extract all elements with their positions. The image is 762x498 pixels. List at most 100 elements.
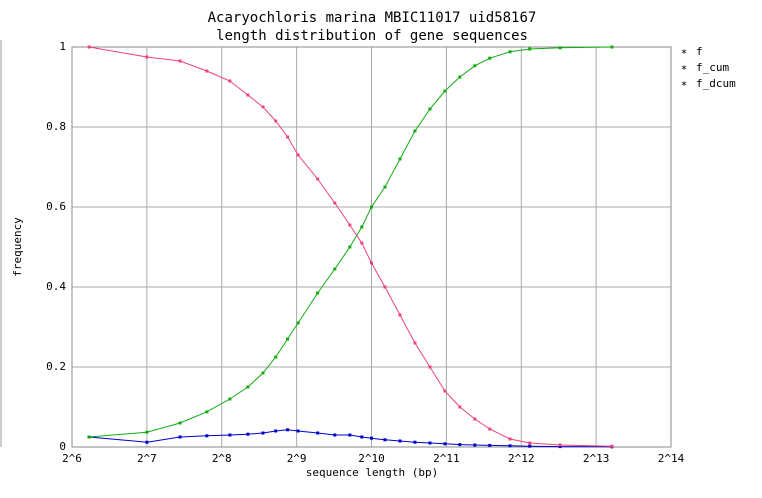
data-point [296,429,300,433]
data-point [443,89,447,93]
data-point [348,223,352,227]
data-point [228,79,232,83]
data-point [508,50,512,54]
y-tick-label: 0.4 [46,280,66,293]
data-point [348,433,352,437]
data-point [370,261,373,265]
data-point [528,47,532,51]
data-point [360,435,364,439]
data-point [458,405,462,409]
series-line [89,46,612,438]
y-tick-label: 0.6 [46,200,66,213]
data-point [274,429,278,433]
x-tick-label: 2^10 [358,452,385,465]
data-point [370,205,373,209]
data-point [145,440,149,444]
data-point [443,389,447,393]
data-point [428,365,432,369]
data-point [383,185,387,189]
legend-marker: ∗ [681,45,688,58]
data-point [261,431,265,435]
data-point [246,93,250,97]
data-point [558,46,562,50]
data-point [443,442,447,446]
data-point [316,177,320,181]
data-point [228,433,232,437]
data-point [610,45,614,49]
data-point [286,428,290,432]
data-point [274,355,278,359]
chart-title: Acaryochloris marina MBIC11017 uid58167 [208,10,537,26]
series-line [89,429,612,448]
data-point [87,435,91,439]
plot-frame [71,46,672,448]
data-point [261,105,265,109]
data-point [488,56,492,60]
data-point [205,434,209,438]
data-point [286,337,290,341]
data-point [286,135,290,139]
x-tick-label: 2^11 [433,452,460,465]
data-point [398,313,402,317]
data-point [488,443,492,447]
data-point [473,417,477,421]
data-point [428,441,432,445]
x-axis-label: sequence length (bp) [306,466,438,479]
x-tick-label: 2^9 [287,452,307,465]
y-axis-label: frequency [11,217,24,277]
data-point [261,371,265,375]
data-point [246,432,250,436]
data-point [87,45,91,49]
x-tick-label: 2^6 [62,452,82,465]
x-tick-label: 2^8 [212,452,232,465]
legend-label: f_dcum [696,77,736,90]
data-point [488,427,492,431]
data-point [333,433,337,437]
data-point [473,64,477,68]
data-point [316,431,320,435]
data-point [296,153,300,157]
legend-label: f [696,45,703,58]
legend-marker: ∗ [681,61,688,74]
y-tick-label: 1 [59,40,66,53]
data-point [333,201,337,205]
data-point [458,75,462,79]
data-point [508,437,512,441]
data-point [428,107,432,111]
data-point [360,225,364,229]
data-point [178,435,182,439]
y-tick-label: 0.2 [46,360,66,373]
data-point [296,321,300,325]
legend-marker: ∗ [681,77,688,90]
data-point [370,436,373,440]
data-point [348,245,352,249]
data-point [558,445,562,449]
data-point [413,129,417,133]
data-point [145,55,149,59]
data-point [360,241,364,245]
x-tick-label: 2^7 [137,452,157,465]
data-point [316,291,320,295]
data-point [383,285,387,289]
legend-label: f_cum [696,61,729,74]
data-point [528,441,532,445]
data-point [473,443,477,447]
data-point [274,119,278,123]
data-point [413,341,417,345]
data-point [398,157,402,161]
data-point [333,267,337,271]
data-point [508,444,512,448]
data-point [246,385,250,389]
data-point [178,421,182,425]
y-tick-label: 0 [59,440,66,453]
data-point [413,440,417,444]
data-point [205,410,209,414]
x-tick-label: 2^13 [583,452,610,465]
x-tick-label: 2^12 [508,452,535,465]
x-tick-label: 2^14 [658,452,685,465]
data-point [528,444,532,448]
data-point [398,439,402,443]
y-tick-label: 0.8 [46,120,66,133]
data-point [178,59,182,63]
